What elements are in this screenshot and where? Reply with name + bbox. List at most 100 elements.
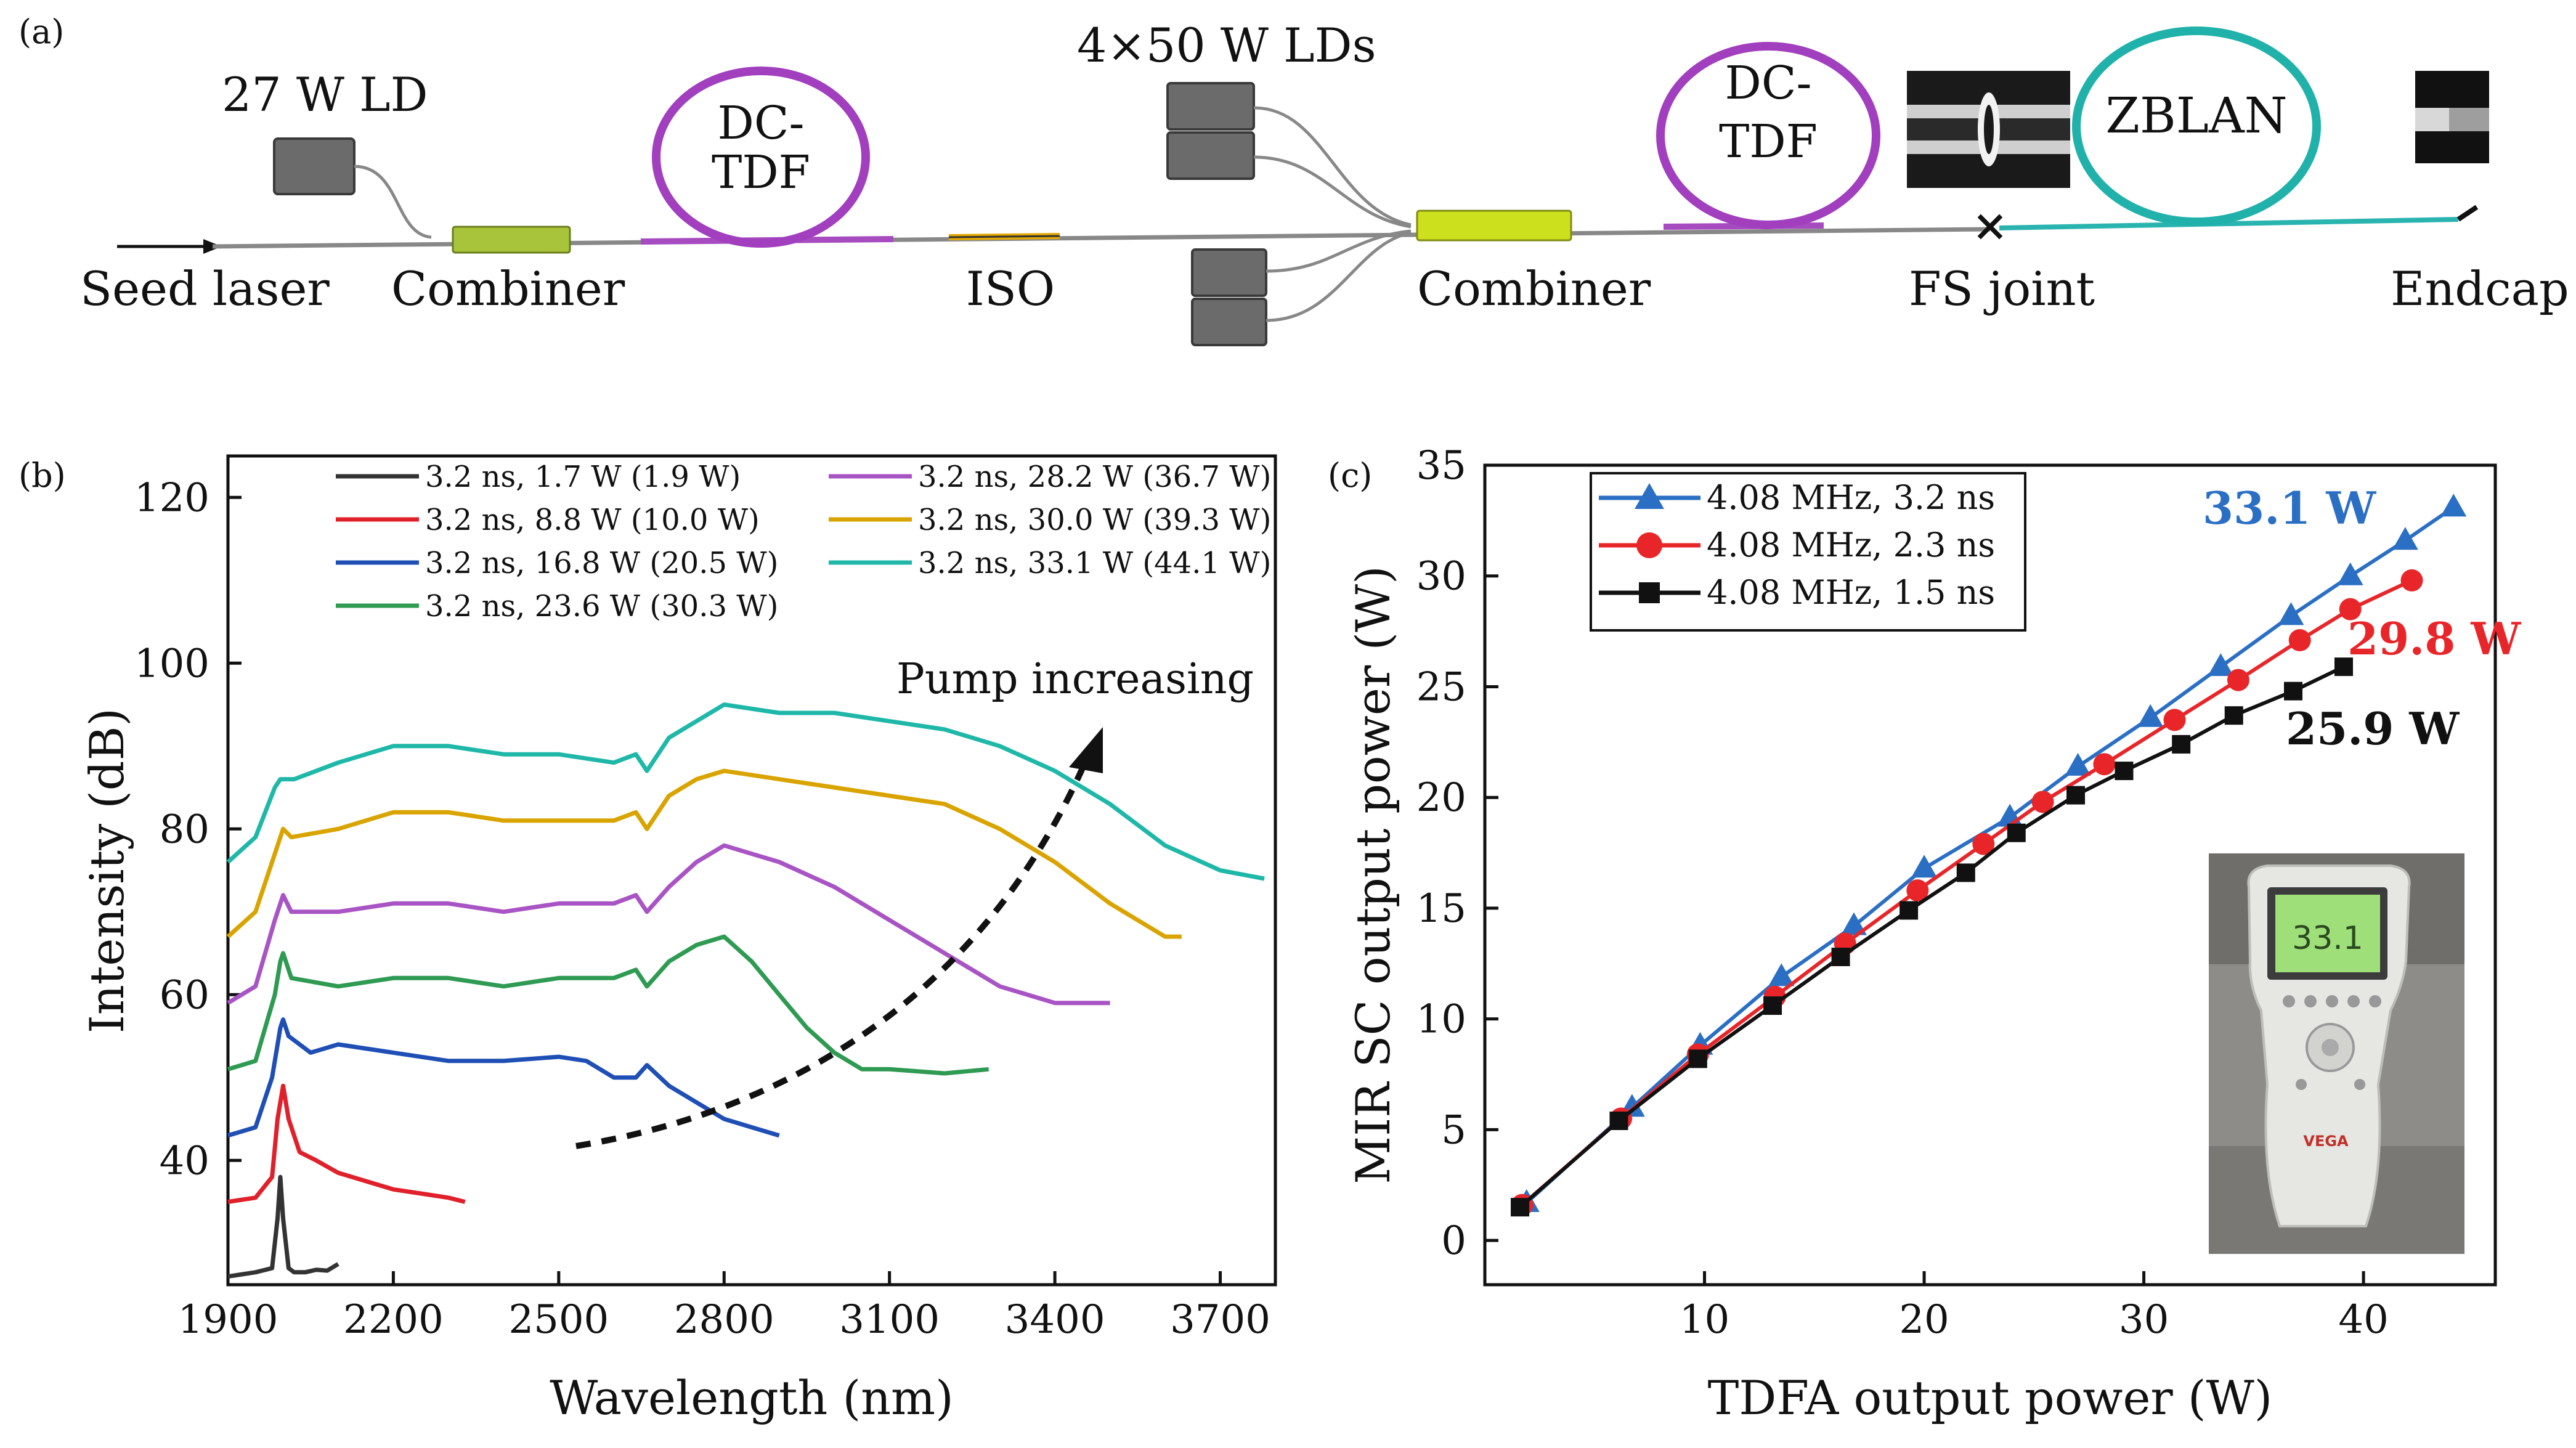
annotation-29-8W: 29.8 W [2347, 612, 2521, 665]
panel-a-diagram: (a) Seed laser 27 W LD Combiner DC- TDF … [18, 12, 2569, 346]
power-line-2 [1521, 579, 2413, 1206]
legend-b-label-5: 3.2 ns, 28.2 W (36.7 W) [918, 460, 1271, 494]
data-point-series2 [2227, 669, 2249, 691]
spectrum-line-4 [227, 934, 989, 1076]
spectrum-line-2 [227, 1083, 466, 1204]
data-point-series1 [2065, 752, 2091, 776]
power-meter-inset: 33.1 VEGA [2209, 853, 2464, 1254]
legend-b-entry-3: 3.2 ns, 16.8 W (20.5 W) [336, 546, 778, 580]
data-point-series3 [2115, 762, 2134, 781]
panel-b-chart: (b) 1900 2200 2500 2800 3100 3400 3700 40 60 80 10… [18, 454, 1277, 1425]
data-point-series1 [2278, 602, 2304, 625]
dctdf1-label-top: DC- [718, 97, 805, 150]
ld-fiber-2 [1253, 155, 1412, 229]
spectrum-line-3 [227, 1017, 780, 1138]
data-point-series1 [1768, 963, 1795, 986]
chart-c-ytick-label: 10 [1416, 997, 1466, 1043]
data-point-series2 [2400, 569, 2423, 592]
lds-label: 4×50 W LDs [1077, 18, 1376, 73]
legend-b-label-6: 3.2 ns, 30.0 W (39.3 W) [918, 503, 1271, 537]
chart-c-ytick-label: 35 [1416, 443, 1466, 489]
data-point-series1 [1911, 855, 1938, 878]
data-point-series3 [1831, 948, 1850, 966]
meter-brand: VEGA [2303, 1133, 2349, 1150]
chart-b-xtick-label: 3100 [839, 1297, 940, 1343]
panel-c-chart: (c) 10 20 30 40 0 5 10 15 20 25 30 35 MIR SC output… [1328, 443, 2521, 1425]
chart-c-plot-frame [1483, 463, 2497, 1287]
chart-c-xtick-label: 10 [1680, 1297, 1729, 1343]
meter-readout: 33.1 [2292, 920, 2363, 957]
data-point-series3 [1763, 996, 1782, 1015]
combiner1-label: Combiner [391, 261, 625, 316]
dctdf1-label-bottom: TDF [712, 146, 810, 199]
chart-c-ytick-label: 30 [1416, 554, 1466, 600]
legend-b-entry-2: 3.2 ns, 8.8 W (10.0 W) [336, 503, 760, 537]
data-point-series3 [2224, 706, 2243, 725]
chart-b-legend: 3.2 ns, 1.7 W (1.9 W) 3.2 ns, 8.8 W (10.… [336, 460, 1271, 624]
endcap-label: Endcap [2391, 261, 2569, 316]
data-point-series1 [2337, 562, 2363, 585]
spectrum-line-5 [227, 843, 1110, 1006]
chart-c-xlabel: TDFA output power (W) [1708, 1370, 2273, 1425]
dctdf2-coil [1656, 42, 1880, 229]
legend-c-entry-3: 4.08 MHz, 1.5 ns [1599, 573, 1995, 612]
chart-c-xtick-label: 30 [2119, 1297, 2169, 1343]
legend-c-label-1: 4.08 MHz, 3.2 ns [1707, 478, 1995, 517]
data-point-series2 [2093, 753, 2116, 776]
ld27-label: 27 W LD [222, 67, 428, 122]
legend-c-marker-1 [1635, 483, 1664, 509]
zblan-fiber [1999, 217, 2459, 230]
legend-c-label-3: 4.08 MHz, 1.5 ns [1707, 573, 1995, 612]
spectrum-line-7 [226, 702, 1265, 881]
dctdf2-label-bottom: TDF [1719, 115, 1818, 168]
dctdf2-label-top: DC- [1725, 57, 1812, 110]
annotation-25-9W: 25.9 W [2286, 702, 2460, 755]
chart-c-ytick-label: 0 [1441, 1218, 1466, 1264]
zblan-label: ZBLAN [2105, 87, 2287, 144]
chart-b-xtick-label: 2500 [508, 1297, 609, 1343]
data-point-series3 [2066, 786, 2086, 805]
panel-label-b: (b) [18, 456, 66, 495]
data-point-series1 [1840, 912, 1867, 935]
annotation-33-1W: 33.1 W [2203, 482, 2376, 534]
legend-b-label-1: 3.2 ns, 1.7 W (1.9 W) [425, 460, 741, 494]
chart-b-xtick-label: 1900 [178, 1297, 278, 1343]
combiner1-box [452, 226, 571, 254]
legend-b-entry-7: 3.2 ns, 33.1 W (44.1 W) [829, 546, 1271, 580]
combiner2-box [1416, 209, 1572, 242]
ld-fiber-3 [1266, 229, 1412, 273]
chart-b-xtick-label: 2800 [674, 1297, 774, 1343]
data-point-series3 [1956, 863, 1975, 882]
panel-label-a: (a) [18, 12, 64, 51]
chart-c-ytick-label: 25 [1416, 664, 1466, 710]
data-point-series3 [2334, 657, 2353, 677]
legend-b-label-3: 3.2 ns, 16.8 W (20.5 W) [425, 546, 778, 580]
chart-c-ylabel: MIR SC output power (W) [1346, 566, 1400, 1184]
data-point-series2 [1906, 879, 1929, 902]
data-point-series3 [1609, 1112, 1628, 1130]
chart-c-ytick-label: 20 [1416, 775, 1466, 821]
zblan-coil [2072, 26, 2321, 226]
data-point-series1 [2208, 653, 2234, 677]
data-point-series1 [2137, 704, 2164, 727]
dctdf1-coil [652, 67, 870, 248]
endcap-image [2415, 71, 2489, 163]
fs-joint-label: FS joint [1909, 261, 2095, 316]
combiner2-label: Combiner [1417, 261, 1651, 316]
legend-b-entry-6: 3.2 ns, 30.0 W (39.3 W) [829, 503, 1271, 537]
ld27-fiber [354, 165, 432, 239]
chart-b-xtick-label: 3700 [1170, 1297, 1270, 1343]
pump-increasing-arrowhead [1069, 727, 1103, 773]
legend-b-label-2: 3.2 ns, 8.8 W (10.0 W) [425, 503, 760, 537]
chart-b-xlabel: Wavelength (nm) [550, 1370, 954, 1425]
spectrum-line-6 [226, 768, 1182, 939]
data-point-series3 [2007, 823, 2026, 842]
chart-b-xtick-label: 3400 [1005, 1297, 1105, 1343]
panel-label-c: (c) [1328, 456, 1372, 495]
chart-b-plot-frame [226, 454, 1277, 1287]
legend-c-label-2: 4.08 MHz, 2.3 ns [1707, 526, 1995, 564]
chart-b-ytick-label: 40 [160, 1138, 209, 1184]
chart-b-ytick-label: 120 [134, 475, 209, 521]
fs-joint-marker: × [1972, 200, 2009, 251]
